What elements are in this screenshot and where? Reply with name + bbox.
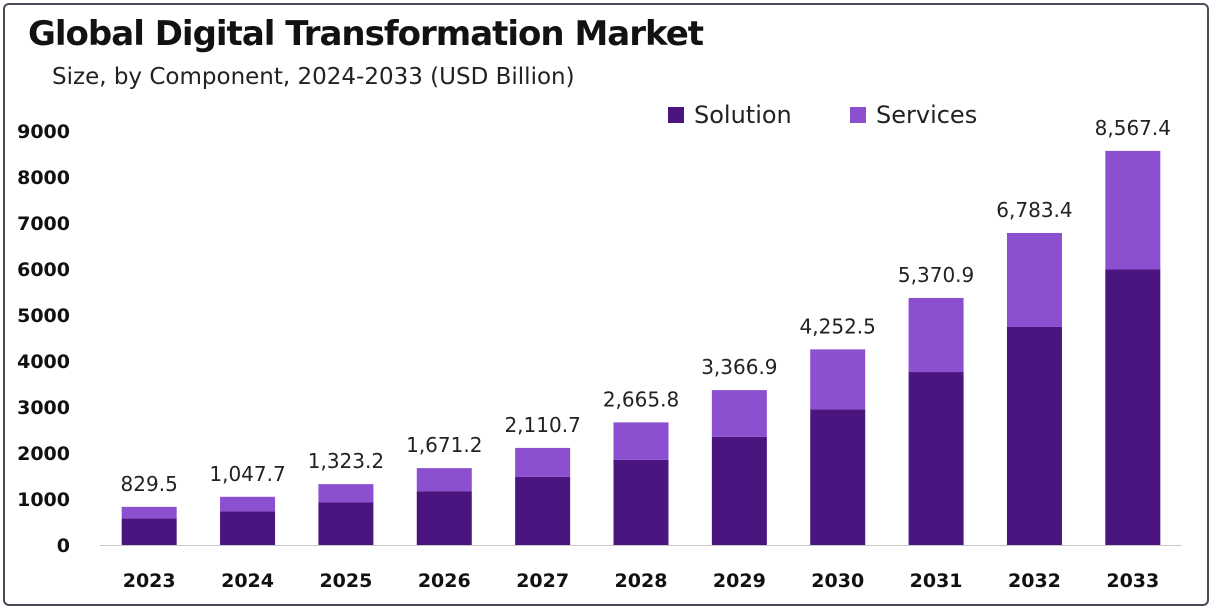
- bar-services-2023: [121, 506, 177, 519]
- total-label-2032: 6,783.4: [996, 198, 1072, 222]
- legend-swatch-solution: [668, 107, 684, 123]
- bar-services-2026: [416, 468, 472, 492]
- total-label-2026: 1,671.2: [406, 433, 482, 457]
- bar-services-2027: [515, 447, 571, 477]
- y-tick-label: 6000: [17, 259, 70, 281]
- legend-label-solution: Solution: [694, 101, 792, 129]
- y-tick-label: 9000: [17, 121, 70, 143]
- x-tick-label-2026: 2026: [418, 570, 471, 592]
- bar-solution-2027: [515, 476, 571, 545]
- x-tick-label-2032: 2032: [1008, 570, 1061, 592]
- bar-solution-2029: [711, 436, 767, 545]
- bar-solution-2031: [908, 372, 964, 545]
- total-label-2029: 3,366.9: [701, 355, 777, 379]
- total-label-2030: 4,252.5: [800, 314, 876, 338]
- x-tick-label-2024: 2024: [221, 570, 274, 592]
- y-tick-label: 7000: [17, 213, 70, 235]
- x-tick-label-2030: 2030: [811, 570, 864, 592]
- bar-services-2024: [220, 496, 276, 512]
- bar-solution-2026: [416, 491, 472, 545]
- total-label-2027: 2,110.7: [504, 413, 580, 437]
- bar-solution-2030: [810, 409, 866, 545]
- bar-services-2025: [318, 484, 374, 503]
- bar-solution-2024: [220, 511, 276, 545]
- bar-services-2031: [908, 297, 964, 373]
- x-tick-label-2027: 2027: [516, 570, 569, 592]
- bar-services-2028: [613, 422, 669, 460]
- bar-solution-2023: [121, 518, 177, 545]
- y-tick-label: 4000: [17, 351, 70, 373]
- bar-solution-2025: [318, 502, 374, 545]
- total-label-2028: 2,665.8: [603, 387, 679, 411]
- total-label-2025: 1,323.2: [308, 449, 384, 473]
- total-label-2023: 829.5: [121, 472, 178, 496]
- y-tick-label: 2000: [17, 443, 70, 465]
- legend-swatch-services: [850, 107, 866, 123]
- bar-services-2033: [1105, 150, 1161, 270]
- y-tick-label: 3000: [17, 397, 70, 419]
- x-tick-label-2029: 2029: [713, 570, 766, 592]
- legend-label-services: Services: [876, 101, 978, 129]
- y-tick-label: 0: [57, 535, 70, 557]
- chart-title: Global Digital Transformation Market: [28, 14, 704, 54]
- bar-services-2032: [1006, 232, 1062, 327]
- total-label-2031: 5,370.9: [898, 263, 974, 287]
- legend-item-services: Services: [850, 100, 977, 130]
- bar-solution-2033: [1105, 269, 1161, 545]
- chart-subtitle: Size, by Component, 2024-2033 (USD Billi…: [52, 64, 575, 90]
- bar-solution-2032: [1006, 326, 1062, 545]
- x-tick-label-2023: 2023: [123, 570, 176, 592]
- legend-item-solution: Solution: [668, 100, 792, 130]
- bar-services-2030: [810, 349, 866, 410]
- x-tick-label-2033: 2033: [1106, 570, 1159, 592]
- x-tick-label-2025: 2025: [319, 570, 372, 592]
- total-label-2033: 8,567.4: [1095, 116, 1171, 140]
- bar-services-2029: [711, 390, 767, 437]
- bar-solution-2028: [613, 459, 669, 545]
- y-tick-label: 8000: [17, 167, 70, 189]
- total-label-2024: 1,047.7: [209, 462, 285, 486]
- y-tick-label: 1000: [17, 489, 70, 511]
- y-tick-label: 5000: [17, 305, 70, 327]
- x-tick-label-2031: 2031: [910, 570, 963, 592]
- x-tick-label-2028: 2028: [615, 570, 668, 592]
